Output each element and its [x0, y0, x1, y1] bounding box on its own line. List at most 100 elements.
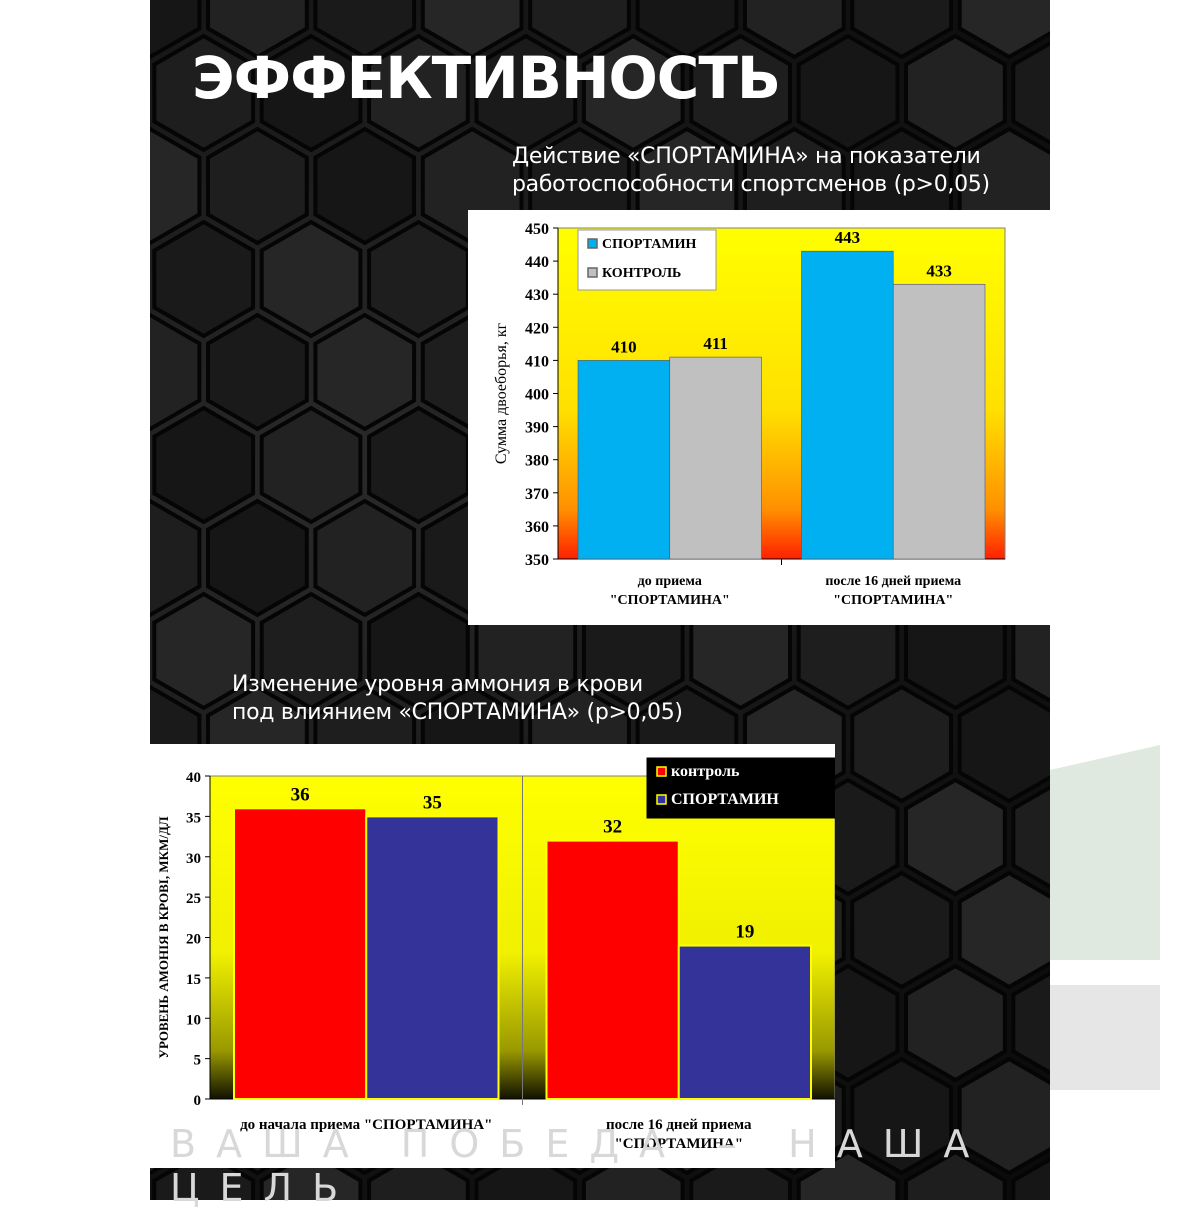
- hexagon-tile: [957, 684, 1050, 804]
- y-tick-label: 390: [525, 420, 549, 437]
- data-label: 433: [926, 261, 952, 280]
- y-tick-label: 10: [186, 1012, 201, 1028]
- hexagon-tile: [152, 591, 256, 711]
- hexagon-tile: [152, 219, 256, 339]
- chart1-caption-line2: работоспособности спортсменов (p>0,05): [512, 172, 990, 197]
- hexagon-tile: [743, 0, 846, 60]
- hexagon-tile: [957, 1056, 1050, 1176]
- hexagon-tile: [206, 312, 309, 432]
- y-tick-label: 370: [525, 486, 549, 503]
- y-tick-label: 35: [186, 810, 201, 826]
- category-label: после 16 дней приема: [606, 1117, 752, 1133]
- dark-panel: ЭФФЕКТИВНОСТЬ Действие «СПОРТАМИНА» на п…: [150, 0, 1050, 1200]
- y-tick-label: 0: [194, 1093, 202, 1109]
- hexagon-tile: [581, 33, 685, 153]
- y-tick-label: 440: [525, 254, 549, 271]
- legend-box: [646, 757, 836, 819]
- hexagon-tile: [904, 963, 1007, 1083]
- hexagon-tile: [259, 405, 363, 525]
- legend-label: СПОРТАМИН: [602, 237, 696, 252]
- hexagon-tile: [367, 1149, 470, 1200]
- hexagon-tile: [904, 1149, 1007, 1200]
- category-label: "СПОРТАМИНА": [610, 593, 730, 608]
- page-title: ЭФФЕКТИВНОСТЬ: [192, 44, 781, 112]
- chart1-container: 350 360 370 380 390 400 410 420 430 440 450 Сумма д…: [468, 210, 1050, 625]
- y-tick-label: 5: [194, 1053, 202, 1069]
- hexagon-tile: [259, 33, 363, 153]
- y-tick-label: 30: [186, 851, 201, 867]
- hexagon-tile: [259, 1149, 363, 1200]
- data-label: 410: [611, 337, 637, 356]
- data-label: 19: [735, 922, 754, 943]
- bar: [365, 815, 500, 1100]
- hexagon-tile: [904, 777, 1007, 897]
- y-tick-label: 350: [525, 552, 549, 569]
- hexagon-tile: [581, 1149, 685, 1200]
- hexagon-tile: [367, 591, 470, 711]
- hexagon-tile: [152, 33, 256, 153]
- hexagon-tile: [850, 684, 954, 804]
- hexagon-tile: [313, 126, 417, 246]
- hexagon-tile: [957, 0, 1050, 60]
- hexagon-tile: [152, 405, 256, 525]
- hexagon-tile: [635, 0, 739, 60]
- bar: [677, 944, 812, 1100]
- chart2-caption-line2: под влиянием «СПОРТАМИНА» (p>0,05): [232, 700, 683, 725]
- watermark-tagline: ВАША ПОБЕДА – НАША ЦЕЛЬ: [170, 1122, 990, 1210]
- y-tick-label: 420: [525, 320, 549, 337]
- hexagon-tile: [474, 33, 578, 153]
- hexagon-tile: [367, 405, 470, 525]
- legend-swatch: [656, 794, 667, 805]
- legend-swatch: [587, 267, 598, 278]
- category-label: "СПОРТАМИНА": [614, 1136, 743, 1152]
- data-label: 32: [603, 817, 622, 838]
- y-tick-label: 15: [186, 972, 201, 988]
- hexagon-tile: [957, 870, 1050, 990]
- chart1-svg: 350 360 370 380 390 400 410 420 430 440 450 Сумма д…: [493, 221, 1006, 608]
- y-tick-label: 40: [186, 770, 201, 786]
- hexagon-tile: [796, 33, 900, 153]
- legend-swatch: [587, 238, 598, 249]
- data-label: 443: [835, 228, 861, 247]
- chart1-caption-line1: Действие «СПОРТАМИНА» на показатели: [512, 144, 981, 169]
- hexagon-tile: [150, 126, 202, 246]
- y-tick-label: 380: [525, 453, 549, 470]
- hexagon-tile: [1011, 971, 1050, 1075]
- legend-label: СПОРТАМИН: [671, 791, 779, 808]
- bar: [892, 283, 986, 560]
- hexagon-tile: [689, 1149, 792, 1200]
- bar: [669, 356, 762, 560]
- hexagon-tile: [206, 0, 309, 60]
- hexagon-tile: [313, 0, 417, 60]
- legend-label: контроль: [671, 763, 740, 780]
- hexagon-tile: [904, 33, 1007, 153]
- hexagon-tile: [259, 219, 363, 339]
- hexagon-tile: [850, 1056, 954, 1176]
- hexagon-tile: [206, 498, 309, 618]
- data-label: 36: [291, 784, 310, 805]
- hexagon-tile: [796, 1149, 900, 1200]
- hexagon-tile: [259, 591, 363, 711]
- legend-box: [577, 229, 717, 291]
- chart2-svg: 0 5 10 15 20 25 30 35 40 УРОВЕНЬ АМОНІЯ В КРОВІ, …: [156, 757, 836, 1152]
- chart2-container: 0 5 10 15 20 25 30 35 40 УРОВЕНЬ АМОНІЯ В КРОВІ, …: [150, 744, 836, 1168]
- y-axis-label: Сумма двоеборья, кг: [493, 322, 510, 464]
- data-label: 411: [703, 334, 728, 353]
- y-tick-label: 20: [186, 932, 201, 948]
- hexagon-tile: [1011, 785, 1050, 889]
- y-tick-label: 410: [525, 353, 549, 370]
- y-tick-label: 25: [186, 891, 201, 907]
- hexagon-tile: [152, 1149, 256, 1200]
- hexagon-tile: [850, 0, 954, 60]
- y-tick-label: 400: [525, 387, 549, 404]
- bar: [801, 250, 894, 560]
- legend-swatch: [656, 766, 667, 777]
- hexagon-tile: [150, 498, 202, 618]
- bar: [577, 360, 671, 560]
- hexagon-tile: [367, 219, 470, 339]
- legend-label: КОНТРОЛЬ: [602, 266, 681, 281]
- hexagon-tile: [1011, 1157, 1050, 1200]
- category-label: до начала приема "СПОРТАМИНА": [240, 1117, 492, 1133]
- hexagon-tile: [850, 870, 954, 990]
